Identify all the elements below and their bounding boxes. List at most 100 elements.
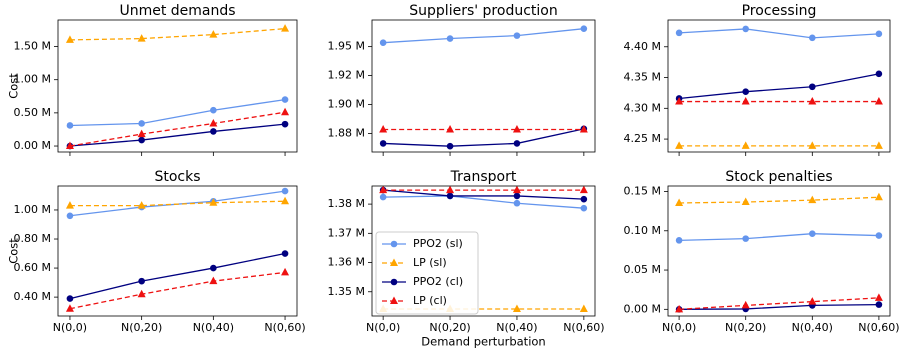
legend-label: PPO2 (sl) xyxy=(413,237,463,250)
y-tick-label: 1.38 M xyxy=(328,197,365,210)
y-tick-label: 4.30 M xyxy=(624,101,661,114)
circle-marker xyxy=(281,96,289,103)
triangle-marker xyxy=(741,141,750,149)
triangle-marker xyxy=(675,97,684,105)
circle-marker xyxy=(580,204,588,212)
y-tick-label: 1.50 M xyxy=(14,40,51,53)
x-tick-label: N(0,20) xyxy=(429,321,470,334)
circle-marker xyxy=(66,295,74,302)
triangle-marker xyxy=(209,276,218,285)
triangle-marker xyxy=(874,293,883,301)
triangle-marker xyxy=(741,300,750,309)
triangle-marker xyxy=(579,125,588,133)
triangle-marker xyxy=(808,195,817,204)
series-line xyxy=(69,98,286,127)
legend-marker xyxy=(390,278,398,286)
circle-marker xyxy=(875,30,883,38)
y-tick-label: 0.00 M xyxy=(14,139,51,152)
subplot-title: Processing xyxy=(742,3,817,19)
circle-marker xyxy=(379,140,387,147)
plot-area xyxy=(65,24,290,150)
y-tick-label: 1.00 M xyxy=(14,203,51,216)
y-tick-label: 1.37 M xyxy=(328,226,365,239)
circle-marker xyxy=(742,235,749,242)
circle-marker xyxy=(379,39,387,46)
axes-frame xyxy=(371,19,596,153)
series-line xyxy=(679,28,879,39)
axes-frame xyxy=(57,19,298,153)
triangle-marker xyxy=(65,141,74,150)
y-tick-label: 1.88 M xyxy=(328,126,365,139)
circle-marker xyxy=(513,32,521,39)
circle-marker xyxy=(513,140,521,147)
circle-marker xyxy=(580,25,588,32)
triangle-marker xyxy=(137,129,146,138)
x-tick-label: N(0,0) xyxy=(662,321,696,334)
legend-marker xyxy=(390,296,398,304)
triangle-marker xyxy=(209,30,218,38)
y-axis-label: Cost xyxy=(7,238,21,264)
triangle-marker xyxy=(209,118,218,127)
axes-frame xyxy=(667,19,891,153)
triangle-marker xyxy=(65,35,74,43)
circle-marker xyxy=(446,142,454,150)
series-line xyxy=(69,123,286,147)
triangle-marker xyxy=(808,297,817,305)
axes-frame xyxy=(57,185,298,317)
triangle-marker xyxy=(675,304,684,313)
circle-marker xyxy=(138,277,145,285)
series-line xyxy=(679,233,879,242)
y-tick-label: 4.25 M xyxy=(624,132,661,145)
circle-marker xyxy=(742,25,749,33)
circle-marker xyxy=(875,70,883,78)
y-tick-label: 1.90 M xyxy=(328,98,365,111)
subplot-title: Stock penalties xyxy=(725,169,832,185)
x-tick-label: N(0,60) xyxy=(563,321,604,334)
y-tick-label: 0.50 M xyxy=(14,106,51,119)
triangle-marker xyxy=(65,304,74,312)
circle-marker xyxy=(281,250,289,257)
series-line xyxy=(679,303,879,310)
y-tick-label: 0.60 M xyxy=(14,261,51,274)
circle-marker xyxy=(809,230,816,237)
x-tick-label: N(0,60) xyxy=(264,321,305,334)
series-line xyxy=(69,200,286,207)
triangle-marker xyxy=(379,125,388,133)
x-axis-label: Demand perturbation xyxy=(421,335,545,349)
x-tick-label: N(0,20) xyxy=(725,321,766,334)
circle-marker xyxy=(210,264,217,272)
circle-marker xyxy=(379,193,387,201)
subplot-title: Suppliers' production xyxy=(409,3,557,19)
circle-marker xyxy=(138,120,145,127)
triangle-marker xyxy=(741,197,750,206)
circle-marker xyxy=(875,301,883,308)
circle-marker xyxy=(210,128,217,135)
y-tick-label: 1.00 M xyxy=(14,73,51,86)
y-axis-label: Cost xyxy=(7,73,21,99)
triangle-marker xyxy=(675,198,684,206)
series-line xyxy=(679,196,879,204)
circle-marker xyxy=(809,83,816,91)
y-tick-label: 1.95 M xyxy=(328,40,365,53)
triangle-marker xyxy=(65,201,74,209)
circle-marker xyxy=(446,35,454,42)
plot-area xyxy=(675,25,883,149)
triangle-marker xyxy=(808,97,817,105)
x-tick-label: N(0,40) xyxy=(193,321,234,334)
legend-box xyxy=(375,231,479,315)
plot-area xyxy=(65,187,290,312)
circle-marker xyxy=(138,136,145,144)
y-tick-label: 0.40 M xyxy=(14,290,51,303)
triangle-marker xyxy=(209,198,218,206)
circle-marker xyxy=(742,88,749,95)
circle-marker xyxy=(580,195,588,203)
x-tick-label: N(0,40) xyxy=(496,321,537,334)
y-tick-label: 0.10 M xyxy=(624,224,661,237)
y-tick-label: 0.15 M xyxy=(624,184,661,197)
series-line xyxy=(679,297,879,310)
circle-marker xyxy=(446,192,454,200)
triangle-marker xyxy=(675,141,684,149)
y-tick-label: 1.92 M xyxy=(328,69,365,82)
circle-marker xyxy=(66,212,74,220)
triangle-marker xyxy=(874,97,883,105)
